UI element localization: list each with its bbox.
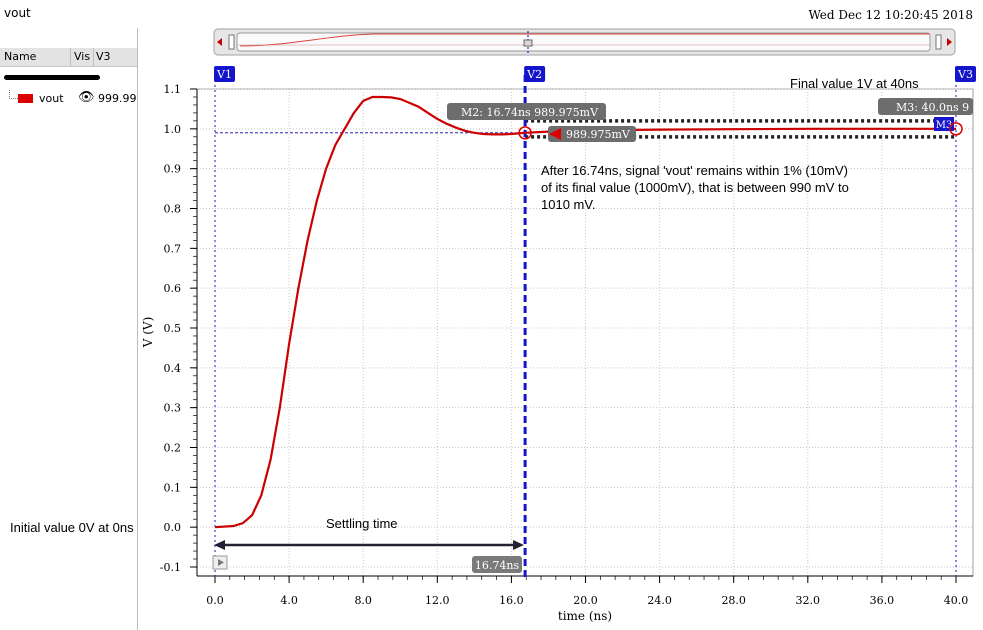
marker-m3-tag-label: M3 xyxy=(936,120,953,131)
scroll-thumb-icon[interactable] xyxy=(523,39,533,47)
scroll-right-icon[interactable] xyxy=(947,38,952,46)
marker-m3-tag[interactable] xyxy=(934,117,954,131)
signal-name: vout xyxy=(39,92,64,105)
signal-color-swatch xyxy=(18,94,33,103)
signal-row-vout[interactable]: vout 👁 999.99 xyxy=(0,90,137,108)
window-datetime: Wed Dec 12 10:20:45 2018 xyxy=(808,8,973,22)
annotation-settling-line3: 1010 mV. xyxy=(541,197,595,212)
signal-value: 999.99 xyxy=(98,92,137,105)
markers: M2: 16.74ns 989.975mV 989.975mV M3: 40.0ns… xyxy=(447,98,973,142)
cursor-tag-v1[interactable] xyxy=(214,66,235,82)
cursors: V1 V2 V3 xyxy=(214,66,976,580)
annotation-settling-line1: After 16.74ns, signal 'vout' remains wit… xyxy=(541,163,848,178)
settling-arrow xyxy=(214,540,524,550)
y-tick-label: -0.1 xyxy=(160,561,181,574)
cursor-tag-v2[interactable] xyxy=(524,66,546,82)
eye-icon[interactable]: 👁 xyxy=(78,90,95,105)
column-name[interactable]: Name xyxy=(4,50,37,63)
x-tick-label: 12.0 xyxy=(425,594,450,607)
scroll-left-icon[interactable] xyxy=(217,38,222,46)
y-tick-label: 1.0 xyxy=(164,123,182,136)
x-tick-label: 0.0 xyxy=(206,594,224,607)
window-title: vout xyxy=(4,6,31,20)
marker-m2-label: M2: 16.74ns 989.975mV xyxy=(461,106,599,119)
cursor-label-v2: V2 xyxy=(526,68,542,81)
vout-waveform[interactable] xyxy=(214,95,956,529)
tree-connector xyxy=(9,90,18,99)
group-separator xyxy=(4,75,100,80)
delta-label: 16.74ns xyxy=(472,556,522,573)
y-gridlines xyxy=(197,88,973,568)
x-axis-ticks: 0.0 4.0 8.0 12.0 16.0 20.0 24.0 28.0 32.0 36.0 40.… xyxy=(206,576,968,607)
y-tick-label: 0.5 xyxy=(164,322,182,335)
marker-m3-label: M3: 40.0ns 9 xyxy=(896,101,969,114)
y-axis-label: V (V) xyxy=(141,317,155,349)
y-tick-label: 0.4 xyxy=(164,362,182,375)
annotation-final-value: Final value 1V at 40ns xyxy=(790,76,919,91)
x-tick-label: 8.0 xyxy=(354,594,372,607)
marker-m3-label-bg xyxy=(878,98,973,115)
x-tick-label: 20.0 xyxy=(573,594,598,607)
scroll-handle-left[interactable] xyxy=(228,34,235,50)
annotation-settling-line2: of its final value (1000mV), that is bet… xyxy=(541,180,849,195)
x-tick-label: 36.0 xyxy=(870,594,895,607)
marker-m3-point[interactable] xyxy=(949,122,963,136)
marker-m2-value-bg xyxy=(548,126,636,142)
scroll-handle-right[interactable] xyxy=(935,34,942,50)
y-tick-label: 0.2 xyxy=(164,442,182,455)
x-axis-label: time (ns) xyxy=(558,609,612,623)
y-tick-label: 0.0 xyxy=(164,521,182,534)
cursor-label-v1: V1 xyxy=(216,68,232,81)
y-tick-label: 0.3 xyxy=(164,402,182,415)
y-tick-label: 0.7 xyxy=(164,242,182,255)
annotation-settling-time: Settling time xyxy=(326,516,398,531)
y-tick-label: 1.1 xyxy=(164,83,182,96)
annotation-initial-value: Initial value 0V at 0ns xyxy=(10,520,134,535)
marker-m2-arrow-icon xyxy=(549,128,561,140)
y-tick-label: 0.9 xyxy=(164,163,182,176)
x-tick-label: 16.0 xyxy=(499,594,524,607)
y-tick-label: 0.6 xyxy=(164,282,182,295)
x-gridlines xyxy=(288,89,883,576)
overview-scroller[interactable] xyxy=(213,28,956,56)
svg-text:16.74ns: 16.74ns xyxy=(475,559,520,572)
signal-browser-panel xyxy=(0,28,138,630)
y-tick-label: 0.8 xyxy=(164,203,182,216)
y-axis-ticks: 1.1 1.0 0.9 0.8 0.7 0.6 0.5 0.4 0.3 0.2 0.1 0.0 -0.1 xyxy=(160,83,197,574)
cursor-tag-v3[interactable] xyxy=(955,66,976,82)
signal-table-header: Name Vis V3 xyxy=(0,48,137,67)
marker-m2-point[interactable] xyxy=(518,126,532,140)
column-vis[interactable]: Vis xyxy=(74,50,91,63)
x-tick-label: 28.0 xyxy=(721,594,746,607)
x-tick-label: 4.0 xyxy=(280,594,298,607)
marker-m2-label-bg xyxy=(447,103,606,120)
x-tick-label: 24.0 xyxy=(647,594,672,607)
y-tick-label: 0.1 xyxy=(164,481,182,494)
column-v3[interactable]: V3 xyxy=(96,50,111,63)
x-tick-label: 32.0 xyxy=(796,594,821,607)
marker-m2-value: 989.975mV xyxy=(566,128,631,141)
x-tick-label: 40.0 xyxy=(944,594,969,607)
play-triangle-icon xyxy=(218,559,224,566)
cursor-label-v3: V3 xyxy=(957,68,973,81)
